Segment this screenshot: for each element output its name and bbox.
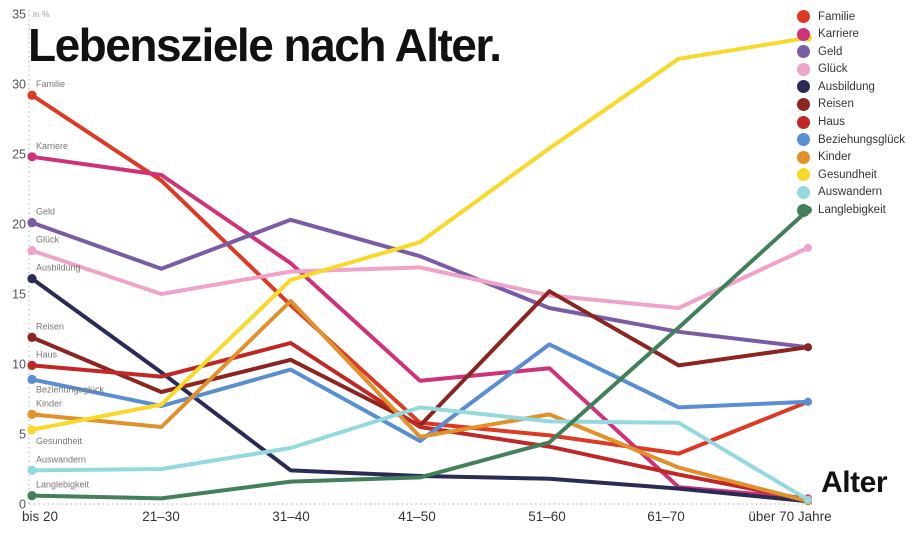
legend-color-dot [797,150,811,164]
legend-label: Geld [818,45,843,58]
series-line-gesundheit [30,35,810,432]
legend-item-familie: Familie [797,10,905,23]
legend-item-beziehungsglück: Beziehungsglück [797,133,905,147]
series-annotation-kinder: Kinder [36,398,62,408]
legend: Familie Karriere Geld Glück Ausbildung Reisen… [797,10,905,217]
series-line-glück [30,245,810,310]
series-start-dot-familie [27,90,37,100]
x-tick-label-0: bis 20 [22,509,58,524]
x-tick-label-4: 51–60 [528,509,566,524]
series-start-dot-ausbildung [27,274,37,284]
legend-label: Kinder [818,151,852,164]
y-tick-label-10: 10 [12,358,26,372]
series-line-geld [30,217,810,350]
y-tick-label-15: 15 [12,288,26,302]
x-tick-label-3: 41–50 [398,509,436,524]
series-start-dot-langlebigkeit [27,491,37,501]
x-tick-label-2: 31–40 [272,509,310,524]
series-annotation-geld: Geld [36,207,55,217]
series-end-dot-beziehungsglück [804,397,812,406]
legend-item-kinder: Kinder [797,150,905,164]
series-end-dot-glück [804,243,812,252]
y-tick-label-5: 5 [19,428,26,442]
series-annotation-langlebigkeit: Langlebigkeit [36,480,90,490]
legend-item-ausbildung: Ausbildung [797,80,905,94]
series-start-dot-glück [27,246,37,256]
series-annotation-gesundheit: Gesundheit [36,436,83,446]
x-axis-title: Alter [821,466,887,499]
legend-label: Karriere [818,28,859,41]
legend-color-dot [797,203,811,217]
legend-label: Reisen [818,98,854,111]
x-tick-label-1: 21–30 [142,509,180,524]
series-annotation-auswandern: Auswandern [36,454,86,464]
series-line-langlebigkeit [30,208,810,501]
series-annotation-ausbildung: Ausbildung [36,263,81,273]
legend-item-glück: Glück [797,62,905,76]
legend-label: Beziehungsglück [818,133,905,146]
series-line-familie [30,93,810,456]
series-annotation-haus: Haus [36,349,58,359]
legend-label: Gesundheit [818,168,877,181]
series-annotation-familie: Familie [36,79,65,89]
series-line-kinder [30,299,810,504]
y-tick-label-0: 0 [19,498,26,512]
legend-item-auswandern: Auswandern [797,185,905,199]
series-line-auswandern [30,405,810,502]
series-start-dot-haus [27,360,37,370]
series-line-haus [30,341,810,502]
legend-item-langlebigkeit: Langlebigkeit [797,203,905,217]
series-end-dot-reisen [804,343,812,352]
legend-item-reisen: Reisen [797,97,905,111]
series-end-dot-auswandern [804,495,812,504]
legend-color-dot [797,115,811,129]
legend-label: Familie [818,10,856,23]
legend-label: Langlebigkeit [818,204,886,217]
legend-color-dot [797,80,811,94]
legend-color-dot [797,97,811,111]
y-axis-unit-label: in % [33,9,50,19]
legend-color-dot [797,45,811,59]
series-annotation-karriere: Karriere [36,141,68,151]
y-tick-label-30: 30 [12,78,26,92]
legend-label: Auswandern [818,186,882,199]
page-title: Lebensziele nach Alter. [28,19,502,71]
series-annotation-glück: Glück [36,235,60,245]
series-annotation-beziehungsglück: Beziehungsglück [36,384,105,394]
series-start-dot-reisen [27,332,37,342]
series-annotation-reisen: Reisen [36,321,64,331]
series-start-dot-beziehungsglück [27,374,37,384]
legend-color-dot [797,133,811,147]
legend-item-gesundheit: Gesundheit [797,168,905,182]
y-tick-label-20: 20 [12,218,26,232]
legend-label: Ausbildung [818,80,875,93]
y-tick-label-35: 35 [12,8,26,22]
legend-color-dot [797,62,811,76]
legend-item-haus: Haus [797,115,905,129]
series-start-dot-kinder [27,409,37,419]
x-tick-label-6: über 70 Jahre [748,509,831,524]
x-tick-label-5: 61–70 [647,509,685,524]
legend-color-dot [797,10,811,23]
series-start-dot-auswandern [27,465,37,475]
legend-item-geld: Geld [797,45,905,59]
series-start-dot-geld [27,218,37,228]
legend-label: Glück [818,63,848,76]
legend-item-karriere: Karriere [797,27,905,41]
series-start-dot-gesundheit [27,425,37,435]
legend-color-dot [797,27,811,41]
legend-color-dot [797,185,811,199]
y-tick-label-25: 25 [12,148,26,162]
legend-label: Haus [818,116,845,129]
series-start-dot-karriere [27,152,37,162]
legend-color-dot [797,168,811,182]
